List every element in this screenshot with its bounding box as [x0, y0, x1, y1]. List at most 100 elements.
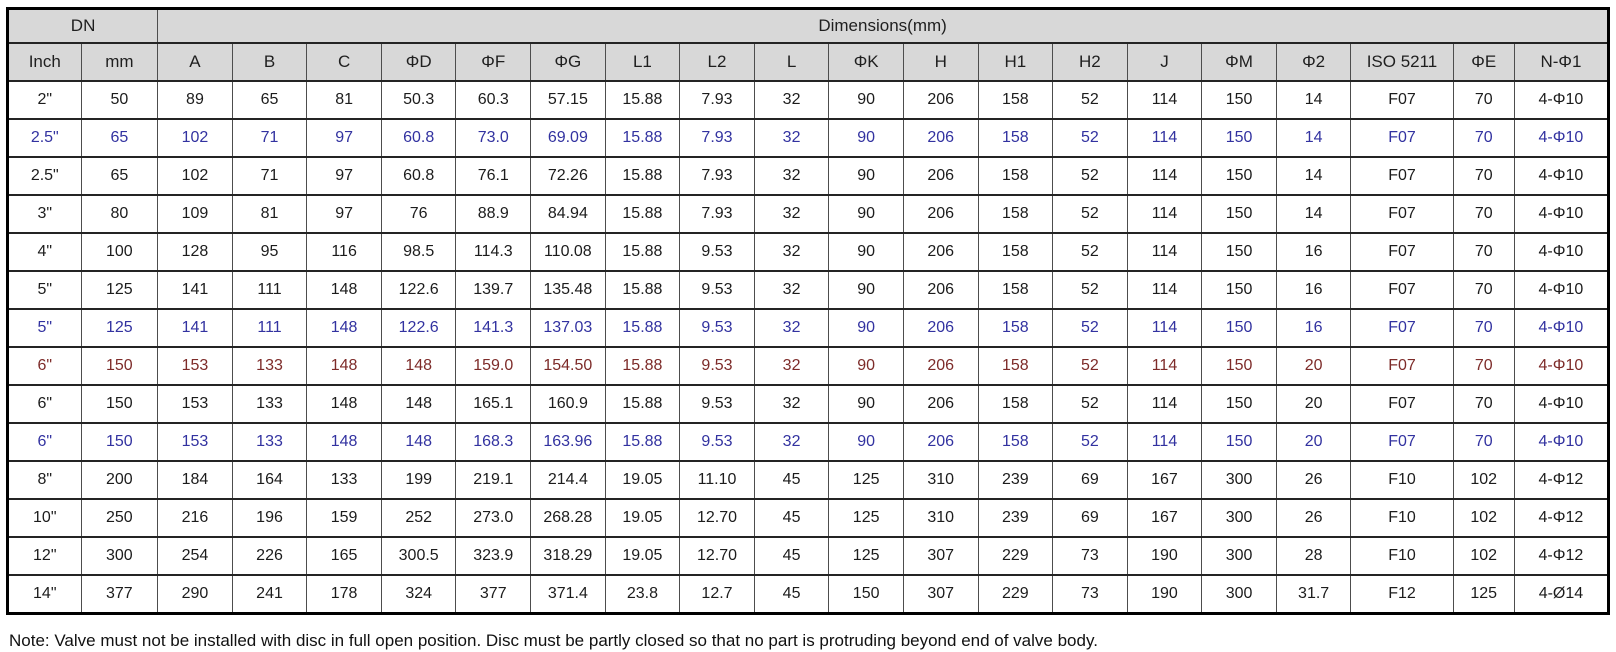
cell: 148	[380, 346, 457, 386]
table-row: 4" 100 128 95 116 98.5 114.3 110.08 15.88 9.53 32 9…	[7, 232, 1610, 272]
cell: 150	[1201, 194, 1277, 234]
cell: 15.88	[604, 422, 681, 462]
cell: 318.29	[530, 536, 606, 576]
column-header: N-Φ1	[1513, 42, 1610, 82]
cell: 153	[157, 422, 233, 462]
cell: 14	[1275, 80, 1352, 120]
column-header: mm	[80, 42, 159, 82]
cell: F07	[1350, 156, 1454, 196]
cell: 150	[1201, 308, 1277, 348]
cell: 300	[1201, 460, 1277, 500]
cell: F10	[1350, 460, 1454, 500]
cell: 114.3	[455, 232, 532, 272]
cell: 80	[80, 194, 159, 234]
dimensions-table: DN Dimensions(mm) Inch mm A B C ΦD ΦF ΦG L1 L2 L ΦK…	[6, 7, 1610, 615]
cell: 98.5	[380, 232, 457, 272]
cell: 70	[1452, 308, 1515, 348]
cell: F07	[1350, 118, 1454, 158]
cell: 9.53	[679, 232, 755, 272]
cell: 14	[1275, 194, 1352, 234]
cell: 32	[753, 80, 830, 120]
cell: 12.7	[679, 574, 755, 615]
cell: 125	[1452, 574, 1515, 615]
cell: 239	[977, 498, 1054, 538]
cell: F07	[1350, 422, 1454, 462]
table-row: 6" 150 153 133 148 148 165.1 160.9 15.88 9.53 32 90…	[7, 384, 1610, 424]
cell: 241	[231, 574, 308, 615]
cell: 9.53	[679, 270, 755, 310]
cell: 7.93	[679, 156, 755, 196]
cell: 65	[231, 80, 308, 120]
cell: 184	[157, 460, 233, 500]
cell: 52	[1052, 384, 1128, 424]
cell: 32	[753, 384, 830, 424]
cell: 150	[828, 574, 904, 615]
cell: 216	[157, 498, 233, 538]
cell: 206	[902, 270, 979, 310]
cell: 65	[80, 118, 159, 158]
cell: 90	[828, 270, 904, 310]
cell: 165	[306, 536, 382, 576]
cell: 90	[828, 232, 904, 272]
cell: 60.8	[380, 118, 457, 158]
cell: 163.96	[530, 422, 606, 462]
cell: 150	[80, 422, 159, 462]
cell: 178	[306, 574, 382, 615]
cell: 4-Φ10	[1513, 194, 1610, 234]
cell: 114	[1126, 194, 1203, 234]
cell: 73.0	[455, 118, 532, 158]
cell: 114	[1126, 384, 1203, 424]
cell: 114	[1126, 308, 1203, 348]
cell: 70	[1452, 80, 1515, 120]
cell: F07	[1350, 346, 1454, 386]
cell: 32	[753, 308, 830, 348]
cell: 15.88	[604, 270, 681, 310]
cell: 45	[753, 460, 830, 500]
cell: 150	[80, 384, 159, 424]
cell: 141	[157, 270, 233, 310]
cell: 52	[1052, 308, 1128, 348]
cell: 81	[306, 80, 382, 120]
table-row: 12" 300 254 226 165 300.5 323.9 318.29 19.05 12.7…	[7, 536, 1610, 576]
cell: 15.88	[604, 308, 681, 348]
cell: 377	[455, 574, 532, 615]
cell: 76.1	[455, 156, 532, 196]
cell: 206	[902, 156, 979, 196]
header-group-row: DN Dimensions(mm)	[6, 7, 1609, 44]
cell: 150	[1201, 232, 1277, 272]
column-header: A	[157, 42, 233, 82]
cell: 71	[231, 118, 308, 158]
cell: 90	[828, 346, 904, 386]
cell: 70	[1452, 270, 1515, 310]
cell: 11.10	[679, 460, 755, 500]
cell: 206	[902, 80, 979, 120]
cell: 125	[828, 498, 904, 538]
cell: 158	[977, 270, 1054, 310]
cell: 31.7	[1275, 574, 1352, 615]
cell: 158	[977, 232, 1054, 272]
cell: 159	[306, 498, 382, 538]
cell: 10"	[7, 498, 82, 538]
cell: 300	[1201, 498, 1277, 538]
cell: F07	[1350, 384, 1454, 424]
cell: 206	[902, 384, 979, 424]
column-header: H	[902, 42, 979, 82]
cell: 300	[80, 536, 159, 576]
cell: 148	[306, 346, 382, 386]
cell: 73	[1052, 536, 1128, 576]
cell: 90	[828, 80, 904, 120]
cell: 148	[380, 384, 457, 424]
header-group-dimensions: Dimensions(mm)	[157, 7, 1609, 44]
cell: 307	[902, 574, 979, 615]
table-row: 6" 150 153 133 148 148 168.3 163.96 15.88 9.53 32 9…	[7, 422, 1610, 462]
cell: 32	[753, 118, 830, 158]
cell: 150	[1201, 422, 1277, 462]
cell: 2"	[7, 80, 82, 120]
table-row: 10" 250 216 196 159 252 273.0 268.28 19.05 12.70 4…	[7, 498, 1610, 538]
table-row: 14" 377 290 241 178 324 377 371.4 23.8 12.7 45 150 3…	[7, 574, 1610, 615]
cell: 125	[80, 270, 159, 310]
cell: 70	[1452, 384, 1515, 424]
cell: 7.93	[679, 80, 755, 120]
cell: 206	[902, 194, 979, 234]
cell: 125	[828, 460, 904, 500]
